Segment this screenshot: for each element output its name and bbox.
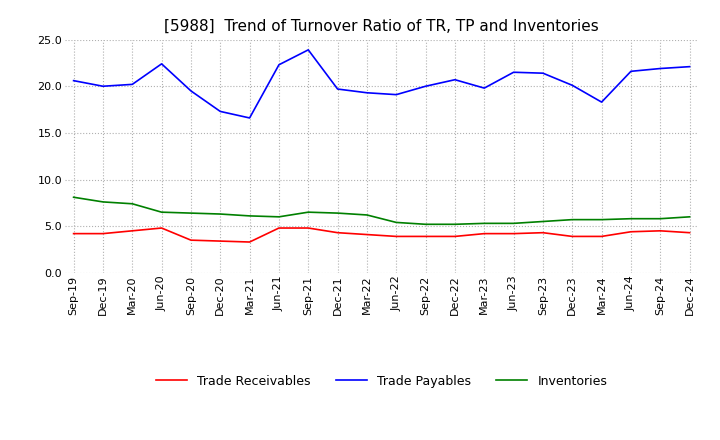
Trade Payables [274,62,283,67]
Inventories [598,217,606,222]
Inventories [656,216,665,221]
Inventories [128,201,137,206]
Trade Payables [333,86,342,92]
Inventories [392,220,400,225]
Trade Receivables [304,225,312,231]
Trade Receivables [363,232,372,237]
Trade Payables [128,82,137,87]
Trade Payables [304,47,312,52]
Inventories [480,221,489,226]
Trade Receivables [509,231,518,236]
Trade Payables [246,115,254,121]
Inventories [363,213,372,218]
Inventories [304,209,312,215]
Trade Receivables [274,225,283,231]
Trade Payables [568,83,577,88]
Inventories [186,210,195,216]
Trade Receivables [480,231,489,236]
Trade Payables [656,66,665,71]
Title: [5988]  Trend of Turnover Ratio of TR, TP and Inventories: [5988] Trend of Turnover Ratio of TR, TP… [164,19,599,34]
Line: Trade Payables: Trade Payables [73,50,690,118]
Trade Receivables [216,238,225,244]
Trade Receivables [539,230,547,235]
Trade Receivables [685,230,694,235]
Trade Receivables [157,225,166,231]
Inventories [157,209,166,215]
Trade Payables [99,84,107,89]
Trade Payables [363,90,372,95]
Trade Payables [685,64,694,69]
Inventories [451,222,459,227]
Trade Receivables [626,229,635,235]
Inventories [539,219,547,224]
Legend: Trade Receivables, Trade Payables, Inventories: Trade Receivables, Trade Payables, Inven… [156,375,607,388]
Line: Trade Receivables: Trade Receivables [73,228,690,242]
Trade Payables [539,70,547,76]
Inventories [685,214,694,220]
Inventories [274,214,283,220]
Trade Receivables [128,228,137,234]
Trade Payables [598,99,606,105]
Trade Payables [69,78,78,83]
Trade Receivables [656,228,665,234]
Trade Payables [509,70,518,75]
Trade Receivables [186,238,195,243]
Inventories [216,211,225,216]
Trade Receivables [99,231,107,236]
Trade Payables [157,61,166,66]
Inventories [333,210,342,216]
Trade Receivables [421,234,430,239]
Trade Receivables [598,234,606,239]
Trade Payables [186,88,195,94]
Trade Receivables [333,230,342,235]
Line: Inventories: Inventories [73,197,690,224]
Trade Payables [451,77,459,82]
Trade Receivables [451,234,459,239]
Trade Payables [392,92,400,97]
Trade Payables [626,69,635,74]
Trade Receivables [568,234,577,239]
Inventories [421,222,430,227]
Trade Receivables [246,239,254,245]
Trade Receivables [392,234,400,239]
Inventories [509,221,518,226]
Trade Payables [216,109,225,114]
Trade Receivables [69,231,78,236]
Inventories [626,216,635,221]
Inventories [69,194,78,200]
Inventories [568,217,577,222]
Inventories [246,213,254,219]
Inventories [99,199,107,205]
Trade Payables [480,85,489,91]
Trade Payables [421,84,430,89]
